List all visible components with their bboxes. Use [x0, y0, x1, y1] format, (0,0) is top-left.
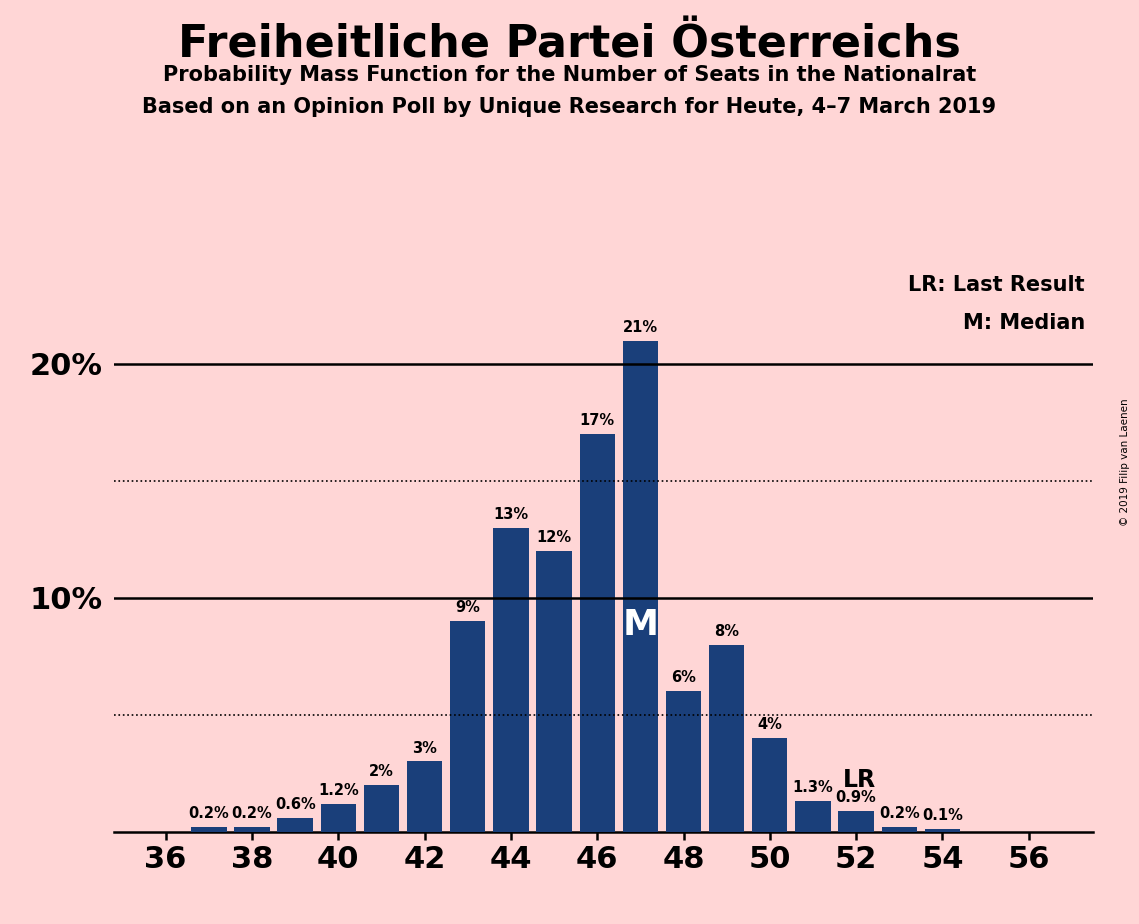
- Bar: [708, 645, 745, 832]
- Bar: [493, 528, 528, 832]
- Bar: [278, 818, 313, 832]
- Bar: [363, 784, 399, 832]
- Text: 21%: 21%: [623, 320, 658, 334]
- Text: © 2019 Filip van Laenen: © 2019 Filip van Laenen: [1120, 398, 1130, 526]
- Text: Based on an Opinion Poll by Unique Research for Heute, 4–7 March 2019: Based on an Opinion Poll by Unique Resea…: [142, 97, 997, 117]
- Bar: [320, 804, 357, 832]
- Text: M: Median: M: Median: [962, 312, 1084, 333]
- Text: 3%: 3%: [412, 741, 437, 756]
- Text: 0.1%: 0.1%: [921, 808, 962, 823]
- Text: 1.3%: 1.3%: [793, 781, 834, 796]
- Text: 6%: 6%: [671, 671, 696, 686]
- Text: 0.6%: 0.6%: [274, 796, 316, 811]
- Text: 17%: 17%: [580, 413, 615, 428]
- Text: LR: Last Result: LR: Last Result: [908, 275, 1084, 295]
- Text: 0.9%: 0.9%: [836, 790, 877, 805]
- Text: 13%: 13%: [493, 506, 528, 522]
- Bar: [882, 827, 917, 832]
- Bar: [536, 551, 572, 832]
- Text: 1.2%: 1.2%: [318, 783, 359, 797]
- Bar: [752, 738, 787, 832]
- Bar: [191, 827, 227, 832]
- Bar: [580, 434, 615, 832]
- Text: 0.2%: 0.2%: [231, 806, 272, 821]
- Bar: [235, 827, 270, 832]
- Text: Probability Mass Function for the Number of Seats in the Nationalrat: Probability Mass Function for the Number…: [163, 65, 976, 85]
- Bar: [666, 691, 702, 832]
- Text: 4%: 4%: [757, 717, 782, 732]
- Text: LR: LR: [843, 768, 876, 792]
- Text: 0.2%: 0.2%: [879, 806, 919, 821]
- Text: M: M: [622, 608, 658, 642]
- Bar: [838, 810, 874, 832]
- Bar: [925, 829, 960, 832]
- Bar: [623, 341, 658, 832]
- Text: 12%: 12%: [536, 530, 572, 545]
- Bar: [795, 801, 830, 832]
- Text: Freiheitliche Partei Österreichs: Freiheitliche Partei Österreichs: [178, 23, 961, 67]
- Text: 8%: 8%: [714, 624, 739, 638]
- Bar: [450, 621, 485, 832]
- Text: 9%: 9%: [456, 601, 481, 615]
- Text: 2%: 2%: [369, 764, 394, 779]
- Text: 0.2%: 0.2%: [188, 806, 229, 821]
- Bar: [407, 761, 442, 832]
